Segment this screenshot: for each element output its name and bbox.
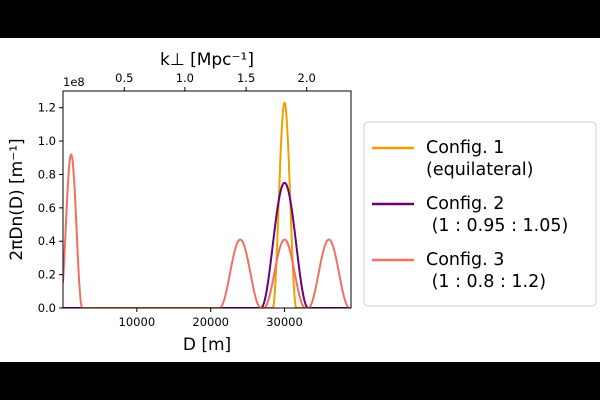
x-axis-title: D [m] [183, 335, 231, 355]
legend-label: Config. 3 [426, 250, 504, 270]
series-line-1 [63, 101, 351, 308]
legend: Config. 1(equilateral) Config. 2 (1 : 0.9… [363, 121, 597, 307]
plot-frame [62, 90, 352, 309]
y-axis-ticks: 0.0 0.2 0.4 0.6 0.8 1.0 1.2 [38, 101, 63, 315]
y-tick-label: 1.0 [38, 134, 56, 148]
figure: 10000 20000 30000 0.0 0.2 0.4 0.6 0.8 1.0 1.2 0.… [0, 38, 600, 362]
legend-label: (1 : 0.8 : 1.2) [426, 272, 546, 292]
y-tick-label: 0.0 [38, 301, 56, 315]
chart-svg: 10000 20000 30000 0.0 0.2 0.4 0.6 0.8 1.0 1.2 0.… [7, 50, 597, 355]
y-tick-label: 0.8 [38, 167, 56, 181]
y-tick-label: 0.4 [38, 234, 56, 248]
y-tick-label: 0.2 [38, 268, 56, 282]
top-axis-ticks: 0.5 1.0 1.5 2.0 [115, 71, 316, 91]
legend-box [363, 121, 597, 307]
y-axis-title: 2πDn(D) [m⁻¹] [7, 138, 27, 260]
top-tick-label: 2.0 [298, 71, 316, 85]
x-tick-label: 10000 [119, 315, 156, 329]
legend-label: (equilateral) [426, 160, 533, 180]
y-tick-label: 0.6 [38, 201, 56, 215]
x-tick-label: 20000 [192, 315, 229, 329]
top-tick-label: 1.5 [237, 71, 255, 85]
top-tick-label: 0.5 [115, 71, 133, 85]
legend-label: Config. 1 [426, 138, 504, 158]
top-axis-title: k⊥ [Mpc⁻¹] [160, 50, 254, 70]
series-line-2 [63, 181, 351, 308]
legend-label: (1 : 0.95 : 1.05) [426, 216, 568, 236]
x-tick-label: 30000 [266, 315, 303, 329]
curves-layer [63, 101, 351, 308]
series-line-3 [63, 153, 351, 308]
top-tick-label: 1.0 [176, 71, 194, 85]
legend-label: Config. 2 [426, 194, 504, 214]
y-offset-text: 1e8 [63, 75, 85, 89]
x-axis-ticks: 10000 20000 30000 [119, 308, 303, 329]
y-tick-label: 1.2 [38, 101, 56, 115]
